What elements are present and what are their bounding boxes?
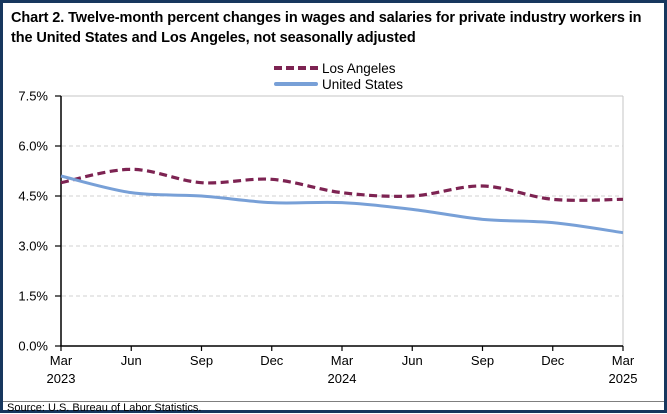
y-tick-label: 4.5%	[18, 189, 48, 204]
source-note: Source: U.S. Bureau of Labor Statistics.	[7, 402, 202, 414]
x-tick-label-month: Mar	[331, 353, 354, 368]
x-tick-label-month: Mar	[612, 353, 635, 368]
x-tick-label-year: 2023	[47, 371, 76, 386]
x-tick-label-year: 2025	[609, 371, 638, 386]
chart-plot-container: 0.0% 1.5% 3.0% 4.5% 6.0% 7.5% Mar 2023 Jun Sep Dec…	[3, 89, 667, 401]
y-tick-label: 1.5%	[18, 289, 48, 304]
x-tick-label-month: Dec	[260, 353, 284, 368]
series-line-los-angeles	[60, 167, 624, 202]
legend-label-united-states: United States	[322, 76, 404, 92]
x-tick-label-month: Mar	[50, 353, 73, 368]
x-tick-label-month: Sep	[471, 353, 494, 368]
x-tick-label-month: Jun	[121, 353, 142, 368]
y-tick-label: 3.0%	[18, 239, 48, 254]
series-line-united-states	[60, 174, 624, 235]
legend-item-los-angeles: Los Angeles	[274, 60, 403, 76]
x-tick-label-month: Sep	[190, 353, 213, 368]
united-states-solid-line-marker	[274, 82, 318, 86]
x-tick-label-month: Jun	[402, 353, 423, 368]
y-tick-label: 0.0%	[18, 339, 48, 354]
legend-label-los-angeles: Los Angeles	[322, 60, 396, 76]
source-divider	[3, 401, 664, 402]
chart-plot-area: 0.0% 1.5% 3.0% 4.5% 6.0% 7.5% Mar 2023 Jun Sep Dec…	[18, 89, 638, 387]
y-tick-label: 7.5%	[18, 91, 48, 104]
x-tick-label-year: 2024	[328, 371, 357, 386]
y-tick-label: 6.0%	[18, 139, 48, 154]
x-tick-label-month: Dec	[541, 353, 565, 368]
chart-title: Chart 2. Twelve-month percent changes in…	[11, 10, 642, 46]
legend-item-united-states: United States	[274, 76, 403, 92]
legend: Los Angeles United States	[274, 60, 403, 92]
los-angeles-dashed-line-marker	[274, 66, 318, 70]
